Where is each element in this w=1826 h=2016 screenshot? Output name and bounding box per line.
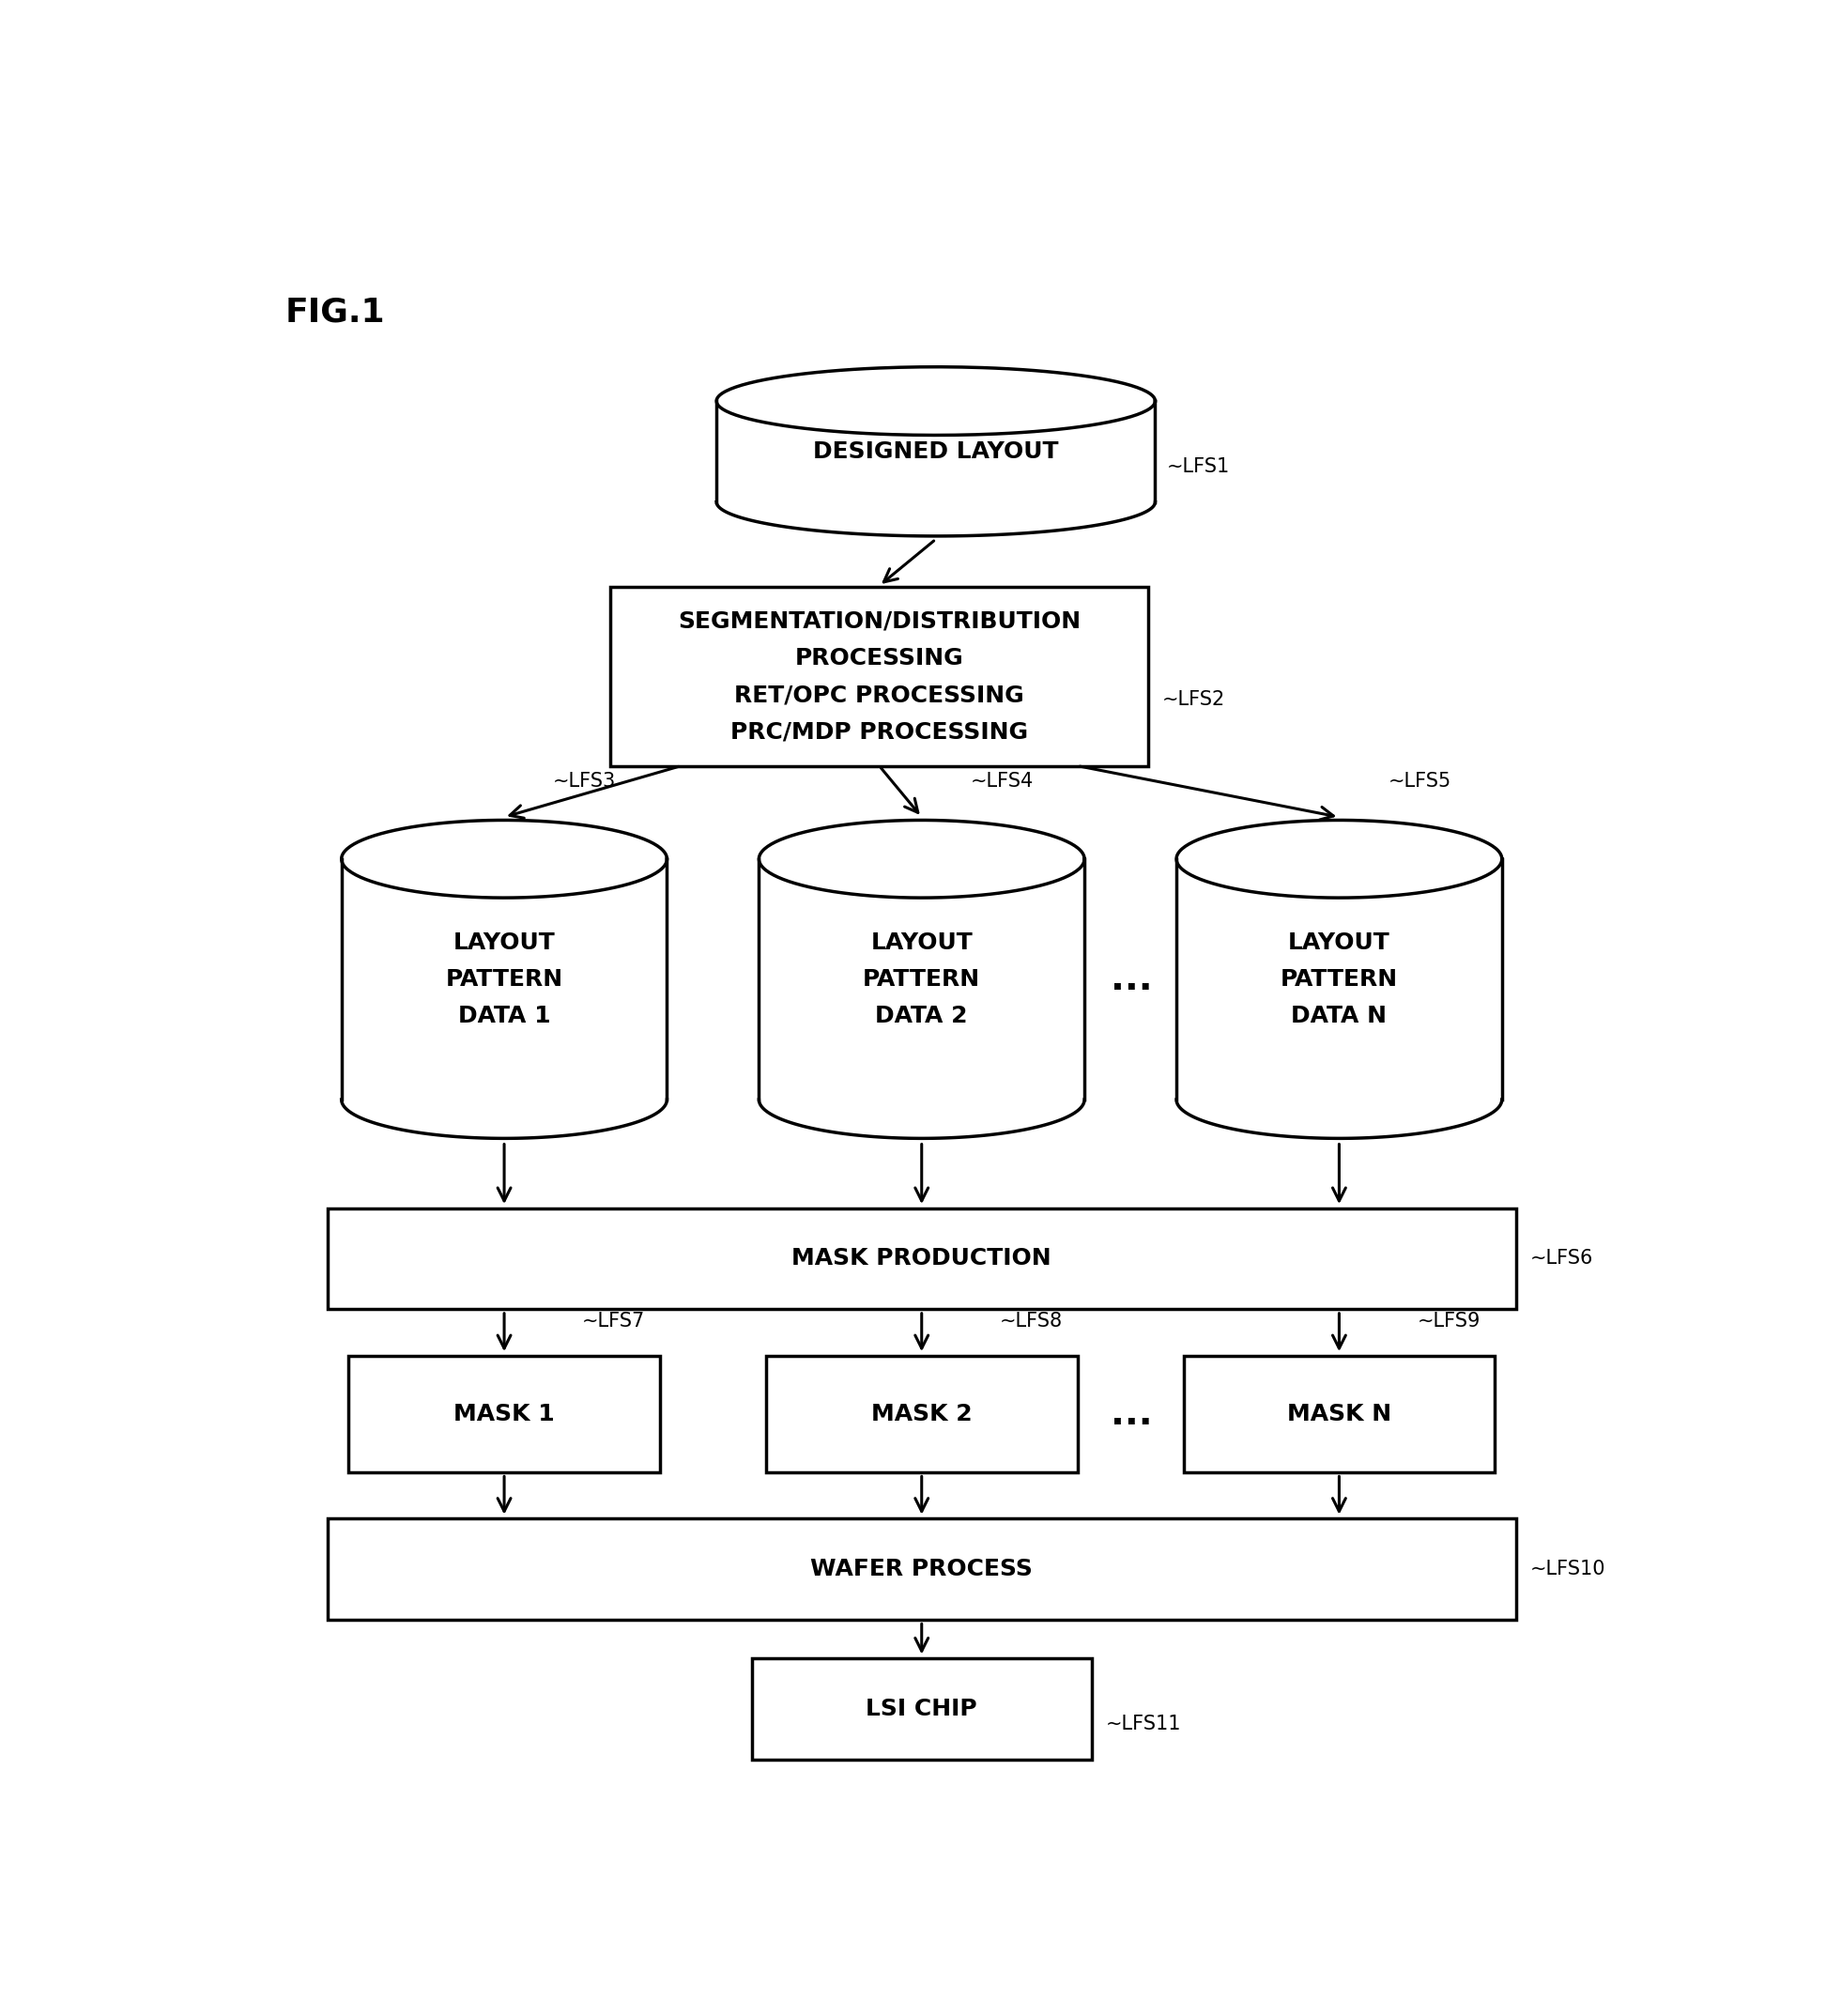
- Polygon shape: [760, 1099, 1085, 1139]
- Text: ~LFS7: ~LFS7: [582, 1312, 645, 1331]
- Text: MASK 2: MASK 2: [871, 1403, 971, 1425]
- Polygon shape: [716, 367, 1156, 435]
- Bar: [349, 1355, 659, 1472]
- Text: ~LFS10: ~LFS10: [1530, 1560, 1605, 1579]
- Text: WAFER PROCESS: WAFER PROCESS: [811, 1558, 1034, 1581]
- Text: ~LFS6: ~LFS6: [1530, 1250, 1594, 1268]
- Text: LAYOUT
PATTERN
DATA N: LAYOUT PATTERN DATA N: [1280, 931, 1399, 1028]
- Polygon shape: [1176, 1099, 1501, 1139]
- Text: ~LFS2: ~LFS2: [1161, 689, 1225, 710]
- Text: ~LFS5: ~LFS5: [1388, 772, 1452, 790]
- Polygon shape: [1176, 821, 1501, 897]
- Polygon shape: [716, 401, 1156, 502]
- Text: MASK 1: MASK 1: [453, 1403, 555, 1425]
- Text: MASK N: MASK N: [1287, 1403, 1391, 1425]
- Text: MASK PRODUCTION: MASK PRODUCTION: [792, 1248, 1052, 1270]
- Text: ~LFS4: ~LFS4: [970, 772, 1034, 790]
- Text: ~LFS3: ~LFS3: [553, 772, 615, 790]
- Polygon shape: [760, 859, 1085, 1099]
- Text: ~LFS8: ~LFS8: [999, 1312, 1063, 1331]
- Text: ...: ...: [1110, 1397, 1152, 1431]
- Polygon shape: [341, 821, 666, 897]
- Bar: [327, 1518, 1516, 1619]
- Polygon shape: [341, 859, 666, 1099]
- Text: DESIGNED LAYOUT: DESIGNED LAYOUT: [813, 439, 1059, 464]
- Text: ~LFS1: ~LFS1: [1167, 458, 1229, 476]
- Polygon shape: [760, 821, 1085, 897]
- Bar: [610, 587, 1149, 766]
- Text: LSI CHIP: LSI CHIP: [866, 1697, 977, 1720]
- Polygon shape: [1176, 859, 1501, 1099]
- Text: LAYOUT
PATTERN
DATA 2: LAYOUT PATTERN DATA 2: [864, 931, 981, 1028]
- Bar: [752, 1659, 1092, 1760]
- Text: FIG.1: FIG.1: [285, 296, 385, 329]
- Text: ...: ...: [1110, 962, 1152, 998]
- Bar: [767, 1355, 1077, 1472]
- Polygon shape: [716, 502, 1156, 536]
- Text: ~LFS11: ~LFS11: [1105, 1716, 1181, 1734]
- Bar: [1183, 1355, 1495, 1472]
- Text: ~LFS9: ~LFS9: [1417, 1312, 1481, 1331]
- Text: LAYOUT
PATTERN
DATA 1: LAYOUT PATTERN DATA 1: [446, 931, 562, 1028]
- Polygon shape: [341, 1099, 666, 1139]
- Text: SEGMENTATION/DISTRIBUTION
PROCESSING
RET/OPC PROCESSING
PRC/MDP PROCESSING: SEGMENTATION/DISTRIBUTION PROCESSING RET…: [677, 611, 1081, 744]
- Bar: [327, 1208, 1516, 1308]
